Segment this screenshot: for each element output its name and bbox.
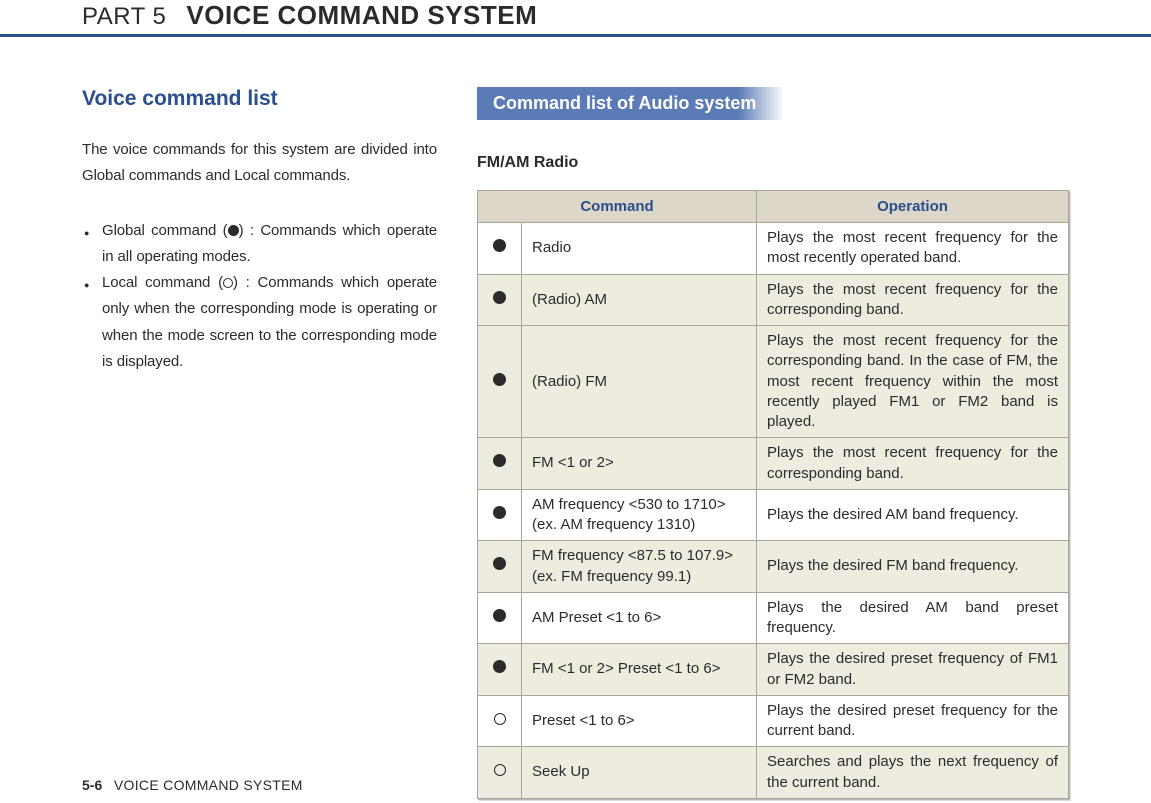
table-row: FM <1 or 2> Preset <1 to 6>Plays the des… [478, 644, 1069, 696]
right-column: Command list of Audio system FM/AM Radio… [477, 87, 1069, 799]
filled-circle-icon [493, 506, 506, 519]
empty-circle-icon [223, 278, 233, 288]
section-heading: Voice command list [82, 87, 437, 111]
operation-cell: Plays the desired preset frequency of FM… [757, 644, 1069, 696]
bullet-item: Global command () : Commands which opera… [82, 218, 437, 271]
marker-cell [478, 695, 522, 747]
empty-circle-icon [494, 764, 506, 776]
marker-cell [478, 592, 522, 644]
table-header-command: Command [478, 191, 757, 223]
command-cell: AM frequency <530 to 1710>(ex. AM freque… [522, 489, 757, 541]
operation-cell: Plays the most recent frequency for the … [757, 223, 1069, 275]
table-row: Seek UpSearches and plays the next frequ… [478, 747, 1069, 799]
marker-cell [478, 747, 522, 799]
filled-circle-icon [493, 660, 506, 673]
table-row: (Radio) FMPlays the most recent frequenc… [478, 326, 1069, 438]
operation-cell: Plays the desired preset frequency for t… [757, 695, 1069, 747]
operation-cell: Plays the most recent frequency for the … [757, 438, 1069, 490]
command-cell: FM <1 or 2> [522, 438, 757, 490]
table-row: RadioPlays the most recent frequency for… [478, 223, 1069, 275]
filled-circle-icon [228, 225, 239, 236]
command-cell: FM <1 or 2> Preset <1 to 6> [522, 644, 757, 696]
operation-cell: Plays the most recent frequency for the … [757, 326, 1069, 438]
filled-circle-icon [493, 557, 506, 570]
marker-cell [478, 223, 522, 275]
command-cell: (Radio) AM [522, 274, 757, 326]
marker-cell [478, 489, 522, 541]
bullet-item: Local command () : Commands which operat… [82, 270, 437, 375]
footer-page-number: 5-6 [82, 777, 102, 793]
bullet-text-pre: Global command ( [102, 222, 228, 239]
table-header-row: Command Operation [478, 191, 1069, 223]
marker-cell [478, 274, 522, 326]
command-table: Command Operation RadioPlays the most re… [477, 190, 1069, 799]
bullet-list: Global command () : Commands which opera… [82, 218, 437, 376]
table-row: FM <1 or 2>Plays the most recent frequen… [478, 438, 1069, 490]
header-title: VOICE COMMAND SYSTEM [186, 0, 537, 31]
left-column: Voice command list The voice commands fo… [82, 87, 437, 799]
marker-cell [478, 326, 522, 438]
command-cell: Seek Up [522, 747, 757, 799]
command-cell: Radio [522, 223, 757, 275]
operation-cell: Plays the desired FM band frequency. [757, 541, 1069, 593]
operation-cell: Plays the most recent frequency for the … [757, 274, 1069, 326]
footer-text: VOICE COMMAND SYSTEM [114, 777, 303, 793]
empty-circle-icon [494, 713, 506, 725]
command-cell: FM frequency <87.5 to 107.9>(ex. FM freq… [522, 541, 757, 593]
part-label: PART 5 [82, 3, 166, 31]
table-row: AM frequency <530 to 1710>(ex. AM freque… [478, 489, 1069, 541]
header-rule [0, 34, 1151, 37]
filled-circle-icon [493, 454, 506, 467]
marker-cell [478, 541, 522, 593]
filled-circle-icon [493, 239, 506, 252]
table-row: (Radio) AMPlays the most recent frequenc… [478, 274, 1069, 326]
operation-cell: Plays the desired AM band frequency. [757, 489, 1069, 541]
page-footer: 5-6 VOICE COMMAND SYSTEM [82, 777, 303, 793]
table-row: AM Preset <1 to 6>Plays the desired AM b… [478, 592, 1069, 644]
content-area: Voice command list The voice commands fo… [0, 37, 1151, 799]
operation-cell: Plays the desired AM band preset frequen… [757, 592, 1069, 644]
operation-cell: Searches and plays the next frequency of… [757, 747, 1069, 799]
filled-circle-icon [493, 291, 506, 304]
command-cell: AM Preset <1 to 6> [522, 592, 757, 644]
filled-circle-icon [493, 609, 506, 622]
table-header-operation: Operation [757, 191, 1069, 223]
command-cell: (Radio) FM [522, 326, 757, 438]
marker-cell [478, 644, 522, 696]
sub-heading: FM/AM Radio [477, 154, 1069, 172]
filled-circle-icon [493, 373, 506, 386]
table-row: FM frequency <87.5 to 107.9>(ex. FM freq… [478, 541, 1069, 593]
page-header: PART 5 VOICE COMMAND SYSTEM [0, 0, 1151, 37]
table-row: Preset <1 to 6>Plays the desired preset … [478, 695, 1069, 747]
intro-paragraph: The voice commands for this system are d… [82, 137, 437, 190]
sub-section-banner: Command list of Audio system [477, 87, 784, 120]
command-cell: Preset <1 to 6> [522, 695, 757, 747]
bullet-text-pre: Local command ( [102, 274, 223, 291]
marker-cell [478, 438, 522, 490]
